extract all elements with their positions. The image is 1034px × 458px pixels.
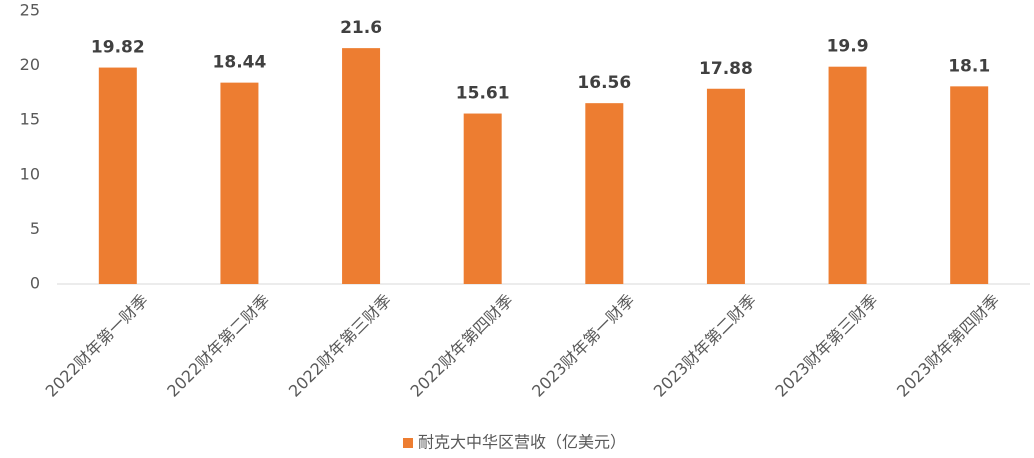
value-label: 21.6 [340,18,382,38]
bar [220,82,259,285]
x-tick-label: 2023财年第一财季 [528,291,638,401]
bar [342,48,381,285]
legend-label: 耐克大中华区营收（亿美元） [418,433,626,452]
bar [950,86,989,285]
value-label: 19.9 [827,37,869,57]
bar [585,103,624,285]
value-label: 18.1 [948,56,990,76]
y-tick-label: 0 [30,274,40,293]
value-label: 16.56 [577,73,631,93]
x-tick-label: 2023财年第三财季 [771,291,881,401]
value-label: 18.44 [213,53,267,73]
legend-swatch [403,438,413,448]
y-tick-label: 10 [20,164,40,183]
x-tick-label: 2023财年第二财季 [650,291,760,401]
x-tick-label: 2023财年第四财季 [893,291,1003,401]
x-tick-label: 2022财年第一财季 [42,291,152,401]
bar [706,88,745,284]
y-tick-label: 20 [20,55,40,74]
value-label: 19.82 [91,38,145,58]
x-tick-label: 2022财年第四财季 [407,291,517,401]
bar [98,67,137,284]
x-tick-label: 2022财年第三财季 [285,291,395,401]
value-label: 15.61 [456,84,510,104]
y-tick-label: 25 [20,1,40,20]
value-label: 17.88 [699,59,753,79]
bar [828,66,867,284]
x-tick-label: 2022财年第二财季 [163,291,273,401]
y-tick-label: 5 [30,219,40,238]
y-tick-label: 15 [20,110,40,129]
bar [463,113,502,284]
